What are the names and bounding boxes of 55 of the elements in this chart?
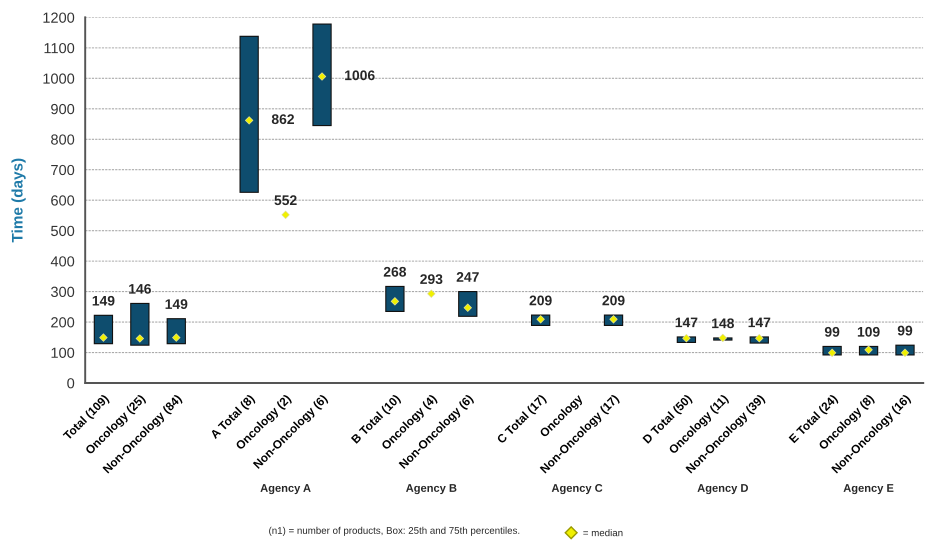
point [172, 333, 180, 342]
point [99, 333, 108, 342]
text: Agency E [844, 484, 894, 494]
text: Agency A [260, 484, 311, 494]
point [427, 290, 436, 298]
point [318, 72, 326, 81]
data-label: 149 [92, 296, 114, 306]
y-tick-label: 900 [51, 104, 74, 114]
data-label: 552 [274, 195, 297, 206]
data-label: 862 [272, 114, 294, 124]
y-axis-title: Time (days) [11, 158, 26, 242]
y-tick-label: 300 [51, 286, 74, 298]
bar [239, 36, 259, 193]
y-tick-label: 1000 [43, 73, 74, 84]
y-tick-label: 800 [51, 134, 74, 145]
data-label: 149 [166, 299, 188, 310]
data-label: 268 [384, 266, 406, 277]
y-tick-label: 600 [51, 195, 74, 206]
point [682, 334, 691, 342]
data-label: 148 [712, 318, 734, 328]
text: Agency C [552, 484, 602, 494]
y-tick-label: 200 [51, 317, 74, 328]
text: (n1) = number of products, Box: 25th and 75th percentiles. [269, 526, 520, 536]
text: Agency B [406, 484, 456, 494]
bar [94, 314, 114, 344]
y-tick-label: 0 [67, 378, 74, 388]
legend-label: = median [583, 529, 622, 536]
point [755, 334, 764, 342]
data-label: 293 [420, 274, 442, 284]
y-tick-label: 400 [50, 256, 74, 267]
data-label: 209 [602, 296, 625, 306]
text: Agency D [697, 484, 748, 494]
point [281, 210, 290, 219]
data-label: 1006 [345, 70, 375, 80]
data-label: 109 [858, 326, 880, 337]
bar [458, 291, 478, 317]
point [245, 116, 254, 125]
data-label: 247 [456, 272, 479, 282]
bar [166, 318, 186, 344]
bar [312, 24, 332, 126]
point [718, 334, 727, 342]
point [136, 334, 144, 343]
y-tick-label: 500 [51, 226, 74, 236]
data-label: 146 [129, 284, 151, 294]
data-label: 209 [530, 296, 552, 306]
data-label: 147 [676, 318, 698, 328]
bar [385, 286, 405, 312]
data-label: 147 [748, 318, 770, 328]
data-label: 99 [898, 326, 912, 336]
bar [130, 302, 150, 346]
y-tick-label: 700 [51, 164, 74, 176]
data-label: 99 [824, 326, 840, 337]
y-tick-label: 1100 [44, 42, 74, 54]
y-tick-label: 100 [52, 348, 74, 358]
y-tick-label: 1200 [43, 12, 74, 23]
